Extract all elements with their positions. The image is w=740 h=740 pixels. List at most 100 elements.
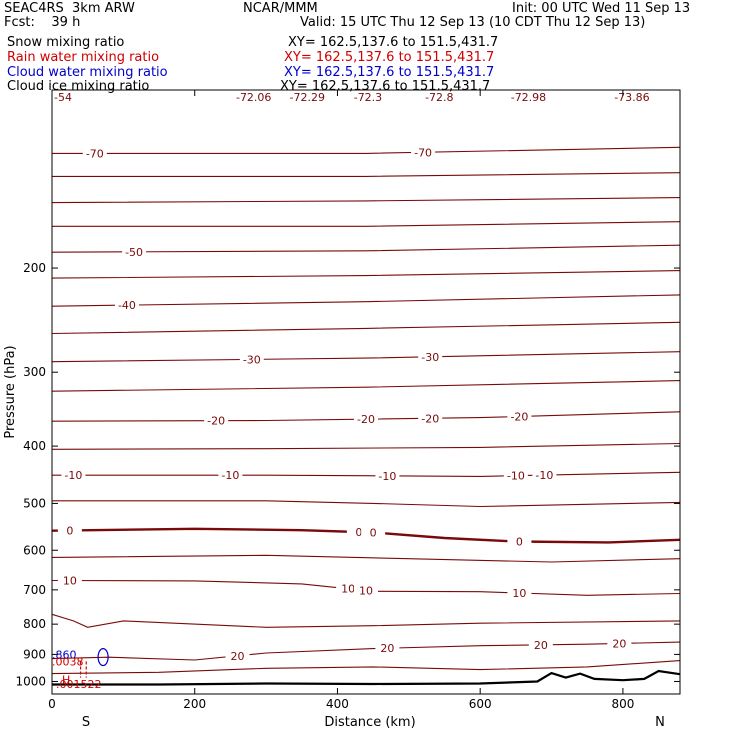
y-tick-label: 800 bbox=[23, 617, 46, 631]
y-tick-label: 1000 bbox=[15, 674, 46, 688]
isotherm-label: -70 bbox=[414, 146, 432, 159]
isotherm-label: -40 bbox=[118, 299, 136, 312]
model-title: SEAC4RS 3km ARW bbox=[4, 1, 135, 16]
isotherm-label-bg bbox=[532, 469, 557, 482]
isotherm-label-bg bbox=[239, 353, 264, 366]
isotherm-label-bg bbox=[375, 642, 400, 655]
y-axis-title: Pressure (hPa) bbox=[3, 345, 18, 438]
x-tick-label: 600 bbox=[469, 697, 492, 711]
isotherm-label: 20 bbox=[380, 642, 394, 655]
isotherm-line bbox=[51, 554, 681, 563]
snow-field-label: -72.29 bbox=[290, 91, 325, 104]
snow-field-label: -54 bbox=[54, 91, 72, 104]
y-tick-label: 400 bbox=[23, 439, 46, 453]
y-tick-label: 900 bbox=[23, 647, 46, 661]
isotherm-label: -10 bbox=[378, 470, 396, 483]
valid-time: Valid: 15 UTC Thu 12 Sep 13 (10 CDT Thu … bbox=[300, 15, 646, 30]
isotherm-line bbox=[52, 146, 681, 154]
south-end-label: S bbox=[82, 715, 90, 730]
snow-field-label: -73.86 bbox=[614, 91, 649, 104]
isotherm-label: 10 bbox=[63, 575, 77, 588]
isotherm-line bbox=[52, 471, 681, 477]
snow-field-label: -72.8 bbox=[425, 91, 453, 104]
isotherm-label: 0 bbox=[516, 536, 523, 549]
y-tick-label: 300 bbox=[23, 365, 46, 379]
isotherm-label-bg bbox=[82, 147, 107, 160]
isotherm-line bbox=[51, 270, 681, 279]
isotherm-label: -10 bbox=[535, 469, 553, 482]
field-xy-snow: XY= 162.5,137.6 to 151.5,431.7 bbox=[288, 35, 499, 50]
isotherm-label-bg bbox=[507, 410, 532, 423]
isotherm-label-bg bbox=[528, 638, 553, 651]
isotherm-line bbox=[51, 351, 681, 363]
isotherm-line bbox=[51, 321, 681, 335]
snow-field-label: -72.98 bbox=[511, 91, 546, 104]
isotherm-line bbox=[51, 613, 681, 628]
y-tick-label: 600 bbox=[23, 543, 46, 557]
isotherm-label-bg bbox=[218, 469, 243, 482]
hydrometeor-overlays: .860.0038 H.001522 bbox=[52, 648, 681, 691]
isotherm-line bbox=[52, 221, 681, 227]
isotherm-label: 0 bbox=[370, 527, 377, 540]
isotherm-line bbox=[51, 442, 681, 450]
isotherm-label: 10 bbox=[341, 583, 355, 596]
cloud-water-label: .860 bbox=[52, 648, 77, 661]
y-tick-label: 500 bbox=[23, 496, 46, 510]
field-name-cloud-water: Cloud water mixing ratio bbox=[7, 65, 168, 80]
forecast-hour: Fcst: 39 h bbox=[4, 15, 81, 30]
isotherm-label: -20 bbox=[421, 412, 439, 425]
x-tick-label: 400 bbox=[326, 697, 349, 711]
x-tick-label: 200 bbox=[183, 697, 206, 711]
y-tick-label: 200 bbox=[23, 261, 46, 275]
rain-water-max-marker: H bbox=[62, 674, 70, 687]
isotherm-label-bg bbox=[225, 649, 250, 662]
isotherm-label-bg bbox=[503, 469, 528, 482]
isotherm-label-bg bbox=[354, 584, 378, 597]
isotherm-label-bg bbox=[507, 535, 532, 548]
isotherm-label: 10 bbox=[512, 587, 526, 600]
isotherm-label: -10 bbox=[507, 470, 525, 483]
snow-field-label: -72.06 bbox=[236, 91, 271, 104]
surface-pressure-line bbox=[52, 669, 681, 686]
rain-water-label: .0038 bbox=[52, 655, 84, 668]
isotherm-label: 0 bbox=[355, 526, 362, 539]
x-tick-label: 800 bbox=[611, 697, 634, 711]
isotherm-label-bg bbox=[57, 524, 82, 537]
isotherm-label: -30 bbox=[421, 351, 439, 364]
isotherm-label: -30 bbox=[243, 353, 261, 366]
isotherm-line bbox=[51, 660, 681, 675]
isotherm-line bbox=[51, 527, 681, 544]
isotherm-label-bg bbox=[61, 469, 86, 482]
isotherm-label: 20 bbox=[231, 650, 245, 663]
x-axis-title: Distance (km) bbox=[324, 715, 415, 730]
isotherm-label: 0 bbox=[66, 524, 73, 537]
isotherm-label-bg bbox=[361, 526, 386, 539]
north-end-label: N bbox=[655, 715, 665, 730]
isotherm-label-bg bbox=[418, 350, 443, 363]
cloud-water-contour bbox=[97, 648, 109, 667]
isotherm-label: -10 bbox=[221, 469, 239, 482]
init-time: Init: 00 UTC Wed 11 Sep 13 bbox=[512, 1, 691, 16]
isotherm-label-bg bbox=[122, 245, 147, 258]
contour-labels: -70 -70-50-40-30 -30-20 -20 -20 -20-10 -10 -10-… bbox=[54, 91, 650, 663]
isotherm-label: -10 bbox=[64, 469, 82, 482]
axes: 0 200 400 600 800200300400500600700800900100… bbox=[15, 90, 680, 711]
isotherm-label-bg bbox=[114, 299, 139, 312]
isotherm-line bbox=[52, 500, 681, 508]
isotherm-line bbox=[51, 641, 681, 661]
isotherm-line bbox=[51, 294, 681, 307]
y-tick-label: 700 bbox=[23, 583, 46, 597]
isotherm-label-bg bbox=[375, 469, 400, 482]
snow-field-label: -72.3 bbox=[354, 91, 382, 104]
isotherm-label-bg bbox=[354, 413, 378, 426]
x-tick-label: 0 bbox=[48, 697, 56, 711]
isotherm-line bbox=[51, 380, 681, 392]
field-xy-cloud-water: XY= 162.5,137.6 to 151.5,431.7 bbox=[284, 65, 495, 80]
isotherm-label-bg bbox=[411, 146, 436, 159]
rain-water-max-value: .001522 bbox=[56, 678, 102, 691]
field-xy-rain: XY= 162.5,137.6 to 151.5,431.7 bbox=[284, 50, 495, 65]
isotherm-label-bg bbox=[204, 414, 229, 427]
isotherm-label: 10 bbox=[359, 585, 373, 598]
isotherm-line bbox=[51, 244, 681, 253]
